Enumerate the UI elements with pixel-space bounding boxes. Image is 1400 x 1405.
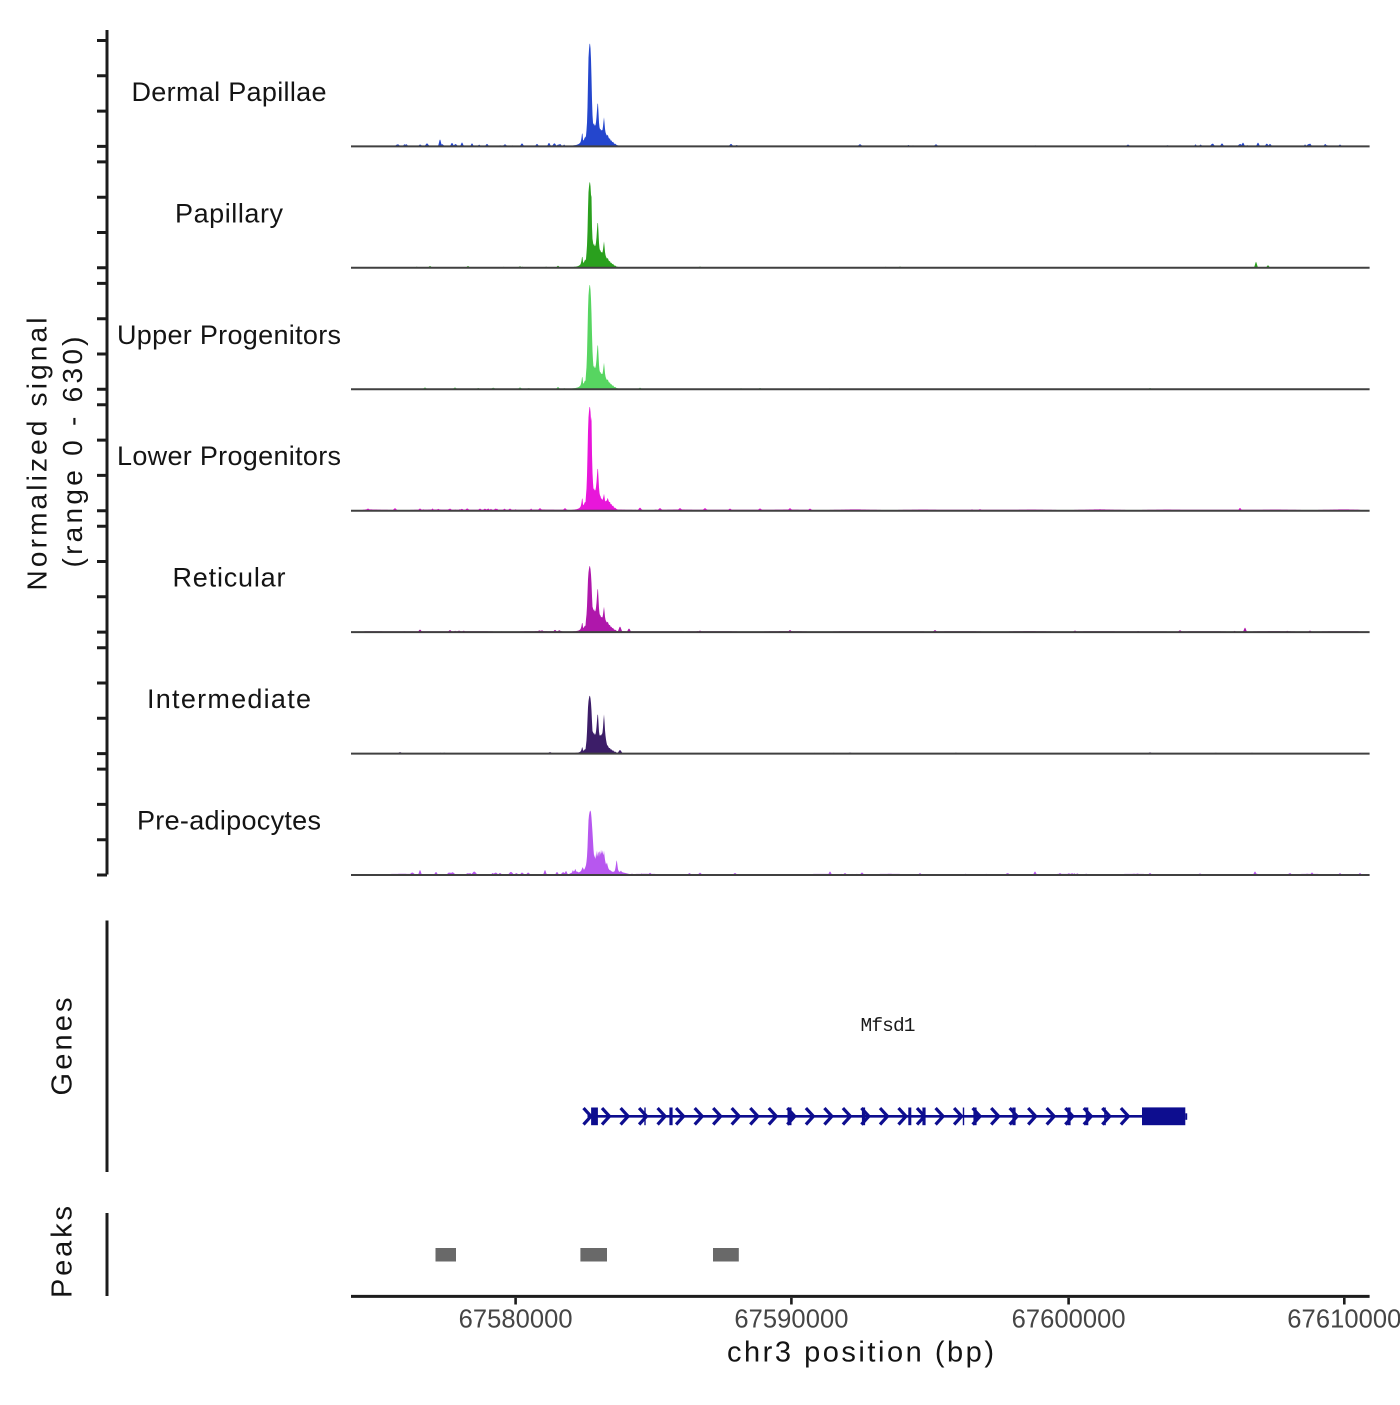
svg-text:Mfsd1: Mfsd1 <box>861 1015 916 1037</box>
svg-text:Papillary: Papillary <box>175 198 284 228</box>
svg-text:Pre-adipocytes: Pre-adipocytes <box>137 806 321 836</box>
svg-text:(range 0 - 630): (range 0 - 630) <box>57 337 88 568</box>
svg-text:Genes: Genes <box>47 998 79 1096</box>
svg-text:Reticular: Reticular <box>173 563 286 593</box>
svg-text:67610000: 67610000 <box>1287 1306 1400 1334</box>
svg-text:Lower Progenitors: Lower Progenitors <box>117 441 341 471</box>
svg-text:Peaks: Peaks <box>47 1206 79 1298</box>
svg-text:Intermediate: Intermediate <box>147 684 311 714</box>
svg-text:chr3 position (bp): chr3 position (bp) <box>727 1337 994 1369</box>
svg-text:67580000: 67580000 <box>459 1306 573 1334</box>
svg-text:67600000: 67600000 <box>1012 1306 1126 1334</box>
svg-text:67590000: 67590000 <box>734 1306 848 1334</box>
svg-text:Upper Progenitors: Upper Progenitors <box>117 320 341 350</box>
svg-text:Dermal Papillae: Dermal Papillae <box>132 77 327 107</box>
